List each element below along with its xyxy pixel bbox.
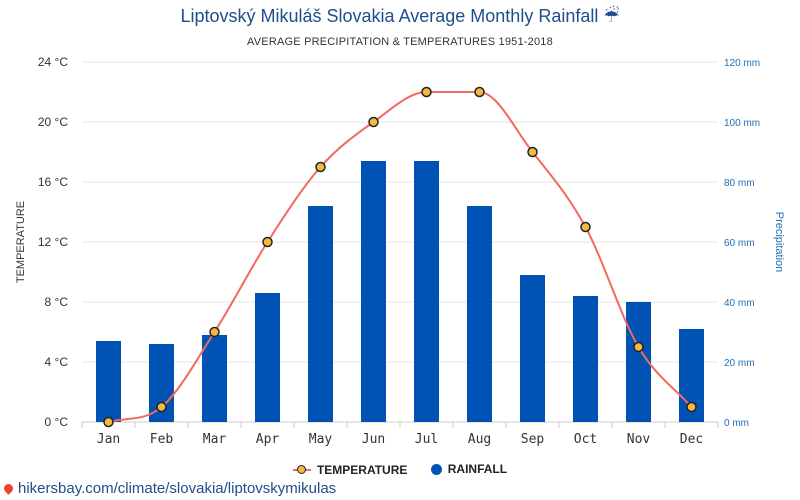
source-link[interactable]: hikersbay.com/climate/slovakia/liptovsky…	[2, 480, 337, 497]
legend-item-temperature[interactable]: TEMPERATURE	[292, 462, 408, 477]
x-tick-label: Feb	[150, 432, 174, 447]
rainfall-bar	[202, 335, 227, 422]
temperature-point	[421, 86, 432, 98]
chart-subtitle: AVERAGE PRECIPITATION & TEMPERATURES 195…	[247, 36, 553, 48]
y-tick-label: 24 °C	[38, 55, 68, 69]
temperature-point	[633, 341, 644, 353]
y2-tick-label: 0 mm	[724, 418, 749, 429]
y-tick-label: 4 °C	[45, 355, 69, 369]
rainfall-bar	[308, 206, 333, 422]
temperature-point	[156, 401, 167, 413]
rainfall-bar	[520, 275, 545, 422]
rainfall-bar	[255, 293, 280, 422]
temperature-point	[315, 161, 326, 173]
rainfall-bar	[96, 341, 121, 422]
x-tick-label: Oct	[574, 432, 597, 447]
temperature-point	[580, 221, 591, 233]
chart-legend: TEMPERATURE RAINFALL	[0, 462, 800, 478]
y-tick-label: 16 °C	[38, 175, 68, 189]
rainfall-bar	[414, 161, 439, 422]
x-tick-label: Dec	[680, 432, 703, 447]
legend-label-rainfall: RAINFALL	[447, 462, 508, 476]
y2-axis-title: Precipitation	[773, 212, 785, 273]
legend-item-rainfall[interactable]: RAINFALL	[430, 462, 508, 476]
x-tick-label: Mar	[203, 432, 227, 447]
climate-chart: 0 °C 0 mm 4 °C 20 mm 8 °C 40 mm 12 °C 60 mm 16 °…	[15, 55, 785, 447]
temperature-point	[209, 326, 220, 338]
temperature-line	[108, 91, 693, 423]
x-tick-label: Jun	[362, 432, 385, 447]
temperature-point	[103, 416, 114, 428]
y2-tick-label: 20 mm	[724, 358, 755, 369]
source-url: hikersbay.com/climate/slovakia/liptovsky…	[18, 480, 337, 497]
temperature-point	[527, 146, 538, 158]
location-pin-icon	[2, 482, 15, 495]
temperature-point	[262, 236, 273, 248]
y2-tick-label: 120 mm	[724, 58, 760, 69]
temperature-point	[368, 116, 379, 128]
rainfall-bar	[361, 161, 386, 422]
temperature-point	[686, 401, 697, 413]
y2-tick-label: 80 mm	[724, 178, 755, 189]
x-tick-label: Nov	[627, 432, 651, 447]
rainfall-bar	[573, 296, 598, 422]
x-tick-label: May	[309, 432, 333, 447]
y-tick-label: 20 °C	[38, 115, 68, 129]
y2-tick-label: 60 mm	[724, 238, 755, 249]
y2-tick-label: 100 mm	[724, 118, 760, 129]
temperature-line-marker-icon	[292, 464, 311, 475]
x-tick-label: Jan	[97, 432, 120, 447]
chart-title: Liptovský Mikuláš Slovakia Average Month…	[180, 6, 620, 26]
rainfall-dot-icon	[430, 463, 442, 475]
temperature-point	[474, 86, 485, 98]
legend-label-temperature: TEMPERATURE	[316, 462, 408, 477]
x-tick-label: Sep	[521, 432, 545, 447]
y-tick-label: 8 °C	[45, 295, 69, 309]
x-tick-label: Apr	[256, 432, 280, 447]
x-tick-label: Aug	[468, 432, 491, 447]
rainfall-bar	[626, 302, 651, 422]
y-tick-label: 0 °C	[45, 415, 69, 429]
y-tick-label: 12 °C	[38, 235, 68, 249]
y2-tick-label: 40 mm	[724, 298, 755, 309]
x-tick-label: Jul	[415, 432, 438, 447]
rainfall-bar	[467, 206, 492, 422]
y-axis-title: TEMPERATURE	[15, 201, 27, 283]
